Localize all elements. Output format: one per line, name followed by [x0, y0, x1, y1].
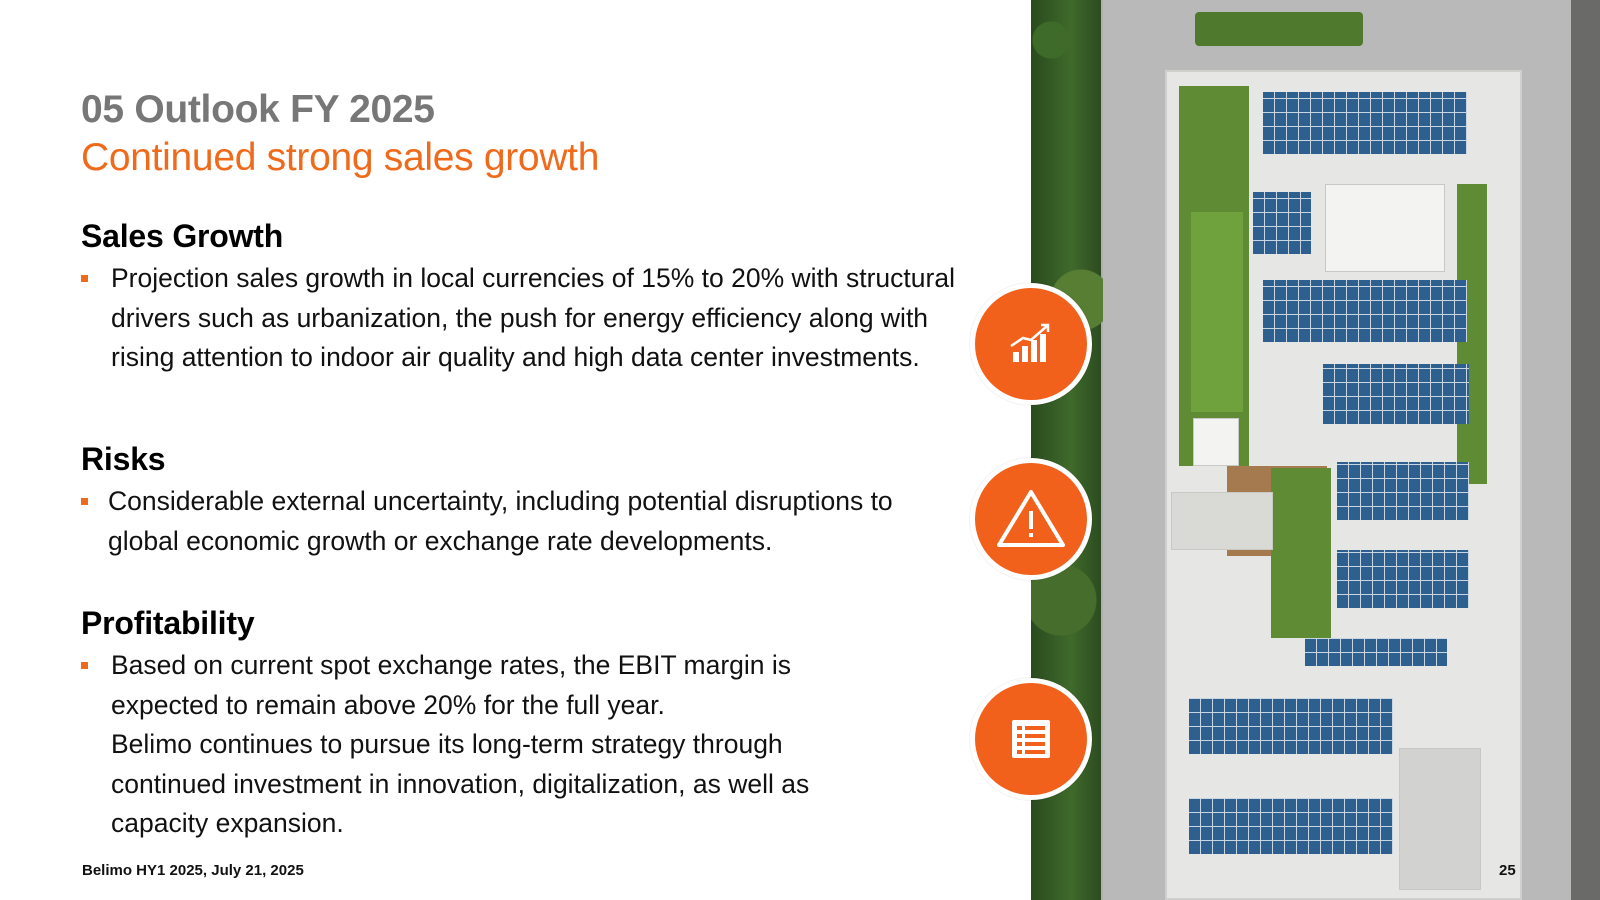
rooftop-photo: 25 [1031, 0, 1600, 900]
section-heading: Risks [81, 441, 166, 477]
bullet-text: Projection sales growth in local currenc… [111, 263, 955, 372]
footer-text: Belimo HY1 2025, July 21, 2025 [82, 862, 304, 879]
bullet-marker [81, 662, 88, 669]
section-heading: Sales Growth [81, 218, 284, 254]
growth-chart-icon [970, 283, 1092, 405]
page-subtitle: Continued strong sales growth [81, 136, 600, 179]
section-risks: Risks Considerable external uncertainty,… [81, 441, 961, 561]
bullet-item: Considerable external uncertainty, inclu… [81, 482, 961, 561]
bullet-item: Based on current spot exchange rates, th… [81, 646, 901, 725]
warning-icon [970, 458, 1092, 580]
bullet-text: Considerable external uncertainty, inclu… [108, 486, 893, 556]
continuation-text: Belimo continues to pursue its long-term… [111, 729, 810, 838]
bullet-marker [81, 275, 88, 282]
bullet-item: Projection sales growth in local currenc… [81, 259, 961, 378]
report-document-icon [970, 678, 1092, 800]
section-heading: Profitability [81, 605, 255, 641]
slide-content: 05 Outlook FY 2025 Continued strong sale… [81, 88, 961, 879]
bullet-text: Based on current spot exchange rates, th… [111, 650, 792, 720]
bullet-marker [81, 498, 88, 505]
page-title: 05 Outlook FY 2025 [81, 88, 435, 131]
page-number: 25 [1499, 862, 1516, 879]
section-sales-growth: Sales Growth Projection sales growth in … [81, 218, 961, 378]
section-profitability: Profitability Based on current spot exch… [81, 605, 901, 844]
